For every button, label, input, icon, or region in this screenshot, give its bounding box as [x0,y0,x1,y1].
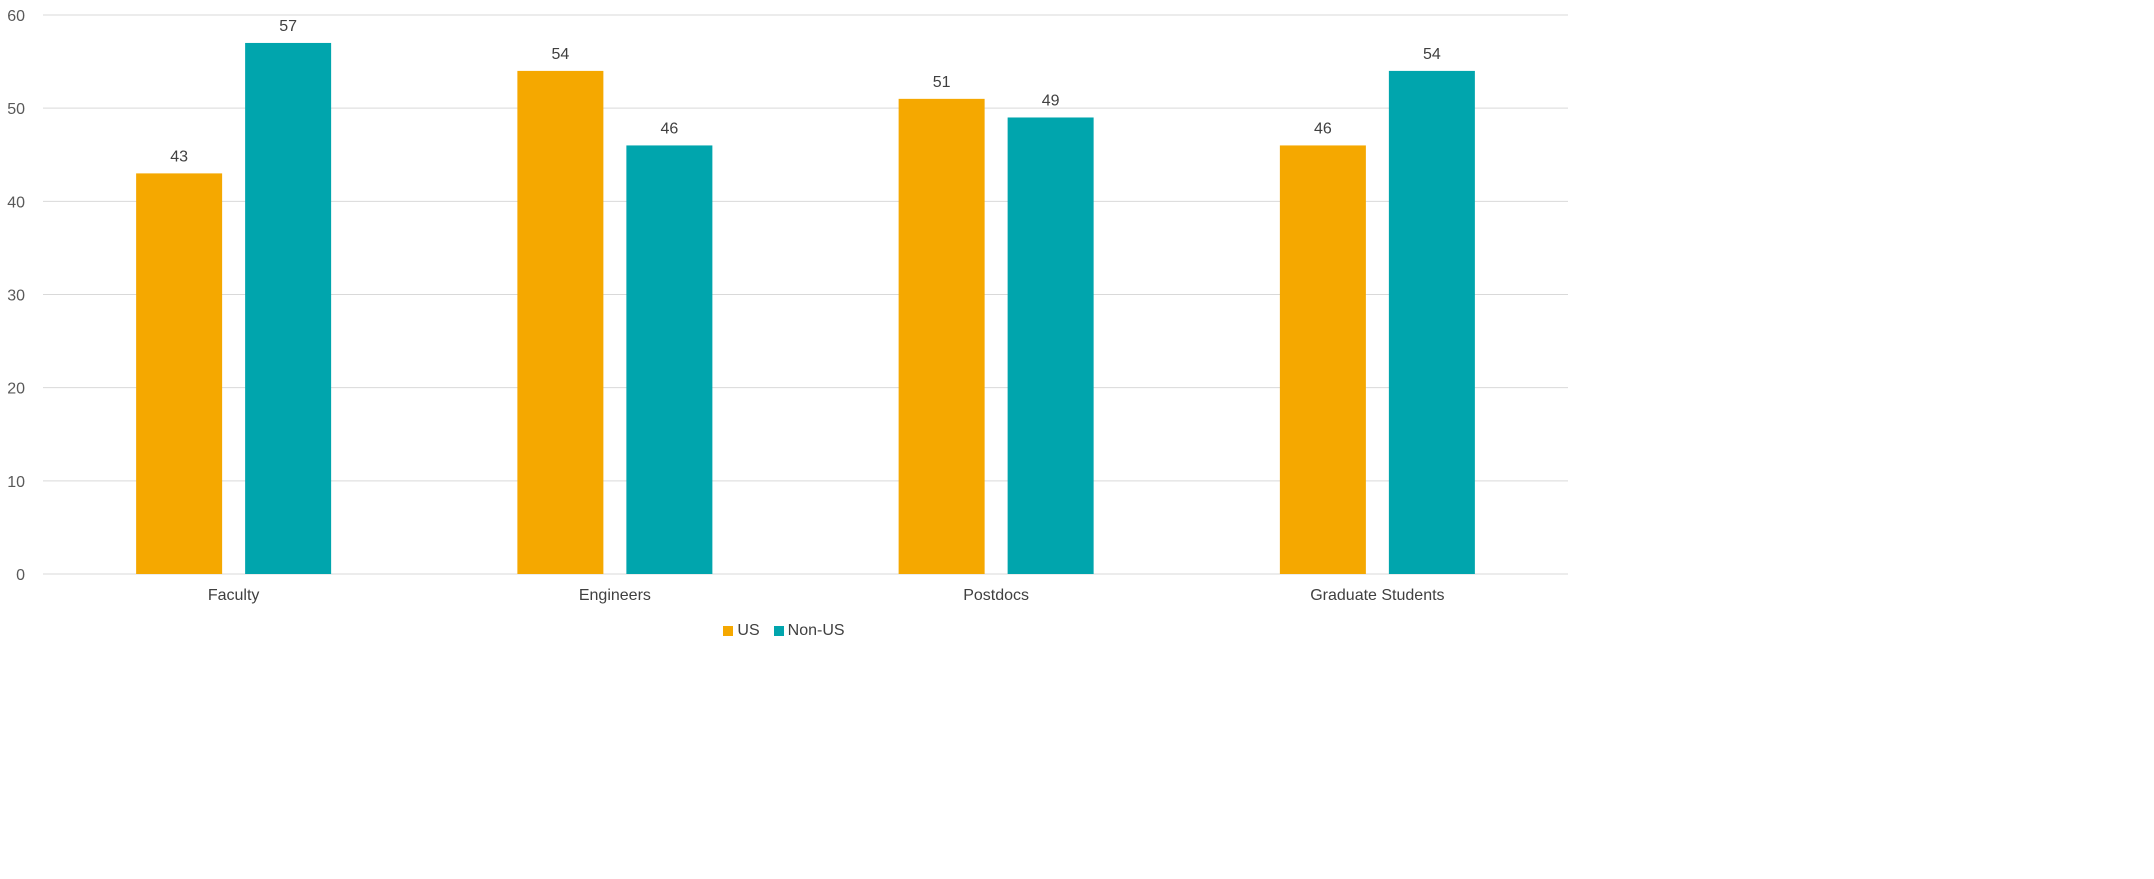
x-category-label: Engineers [579,587,651,604]
legend-label-non-us: Non-US [787,622,845,639]
x-category-label: Postdocs [963,587,1029,604]
data-labels: 43 57 54 46 51 49 46 54 [170,18,1441,165]
legend-label-us: US [737,622,760,639]
bars [136,42,1475,575]
x-axis: Faculty Engineers Postdocs Graduate Student… [208,587,1445,604]
y-tick-label: 30 [7,288,25,305]
data-label-us: 43 [170,148,188,165]
legend-item-non-us: Non-US [773,622,845,640]
data-label-non-us: 46 [660,120,678,137]
bar-non-us [1007,117,1094,574]
y-tick-label: 0 [16,567,25,584]
y-tick-label: 60 [7,8,25,25]
x-category-label: Faculty [208,587,260,604]
data-label-non-us: 57 [279,18,297,35]
y-tick-label: 20 [7,381,25,398]
legend-item-us: US [723,622,760,640]
x-category-label: Graduate Students [1310,587,1444,604]
data-label-us: 51 [933,74,951,91]
data-label-non-us: 54 [1423,46,1441,63]
bar-non-us [245,42,332,574]
bar-chart: 0 10 20 30 40 50 60 43 57 54 46 51 49 46 54 Faculty En… [7,8,1568,604]
y-tick-label: 50 [7,101,25,118]
bar-us [1279,145,1366,574]
legend-swatch-non-us [773,626,784,636]
y-axis: 0 10 20 30 40 50 60 [7,8,25,584]
y-tick-label: 10 [7,474,25,491]
bar-us [517,70,604,575]
data-label-non-us: 49 [1042,92,1060,109]
data-label-us: 46 [1314,120,1332,137]
bar-non-us [1388,70,1475,575]
legend: US Non-US [0,620,1568,642]
bar-us [898,98,985,574]
data-label-us: 54 [551,46,569,63]
bar-us [136,173,223,574]
legend-swatch-us [723,626,734,636]
y-tick-label: 40 [7,194,25,211]
bar-non-us [626,145,713,574]
